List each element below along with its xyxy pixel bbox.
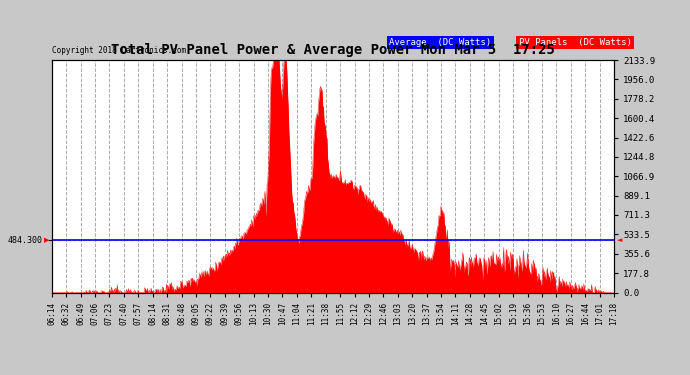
- Text: Average  (DC Watts): Average (DC Watts): [389, 38, 491, 47]
- Text: ◄: ◄: [617, 237, 622, 243]
- Title: Total PV Panel Power & Average Power Mon Mar 5  17:25: Total PV Panel Power & Average Power Mon…: [111, 44, 555, 57]
- Text: Copyright 2018 Cartronics.com: Copyright 2018 Cartronics.com: [52, 46, 186, 56]
- Text: ▶: ▶: [43, 237, 49, 243]
- Text: PV Panels  (DC Watts): PV Panels (DC Watts): [518, 38, 631, 47]
